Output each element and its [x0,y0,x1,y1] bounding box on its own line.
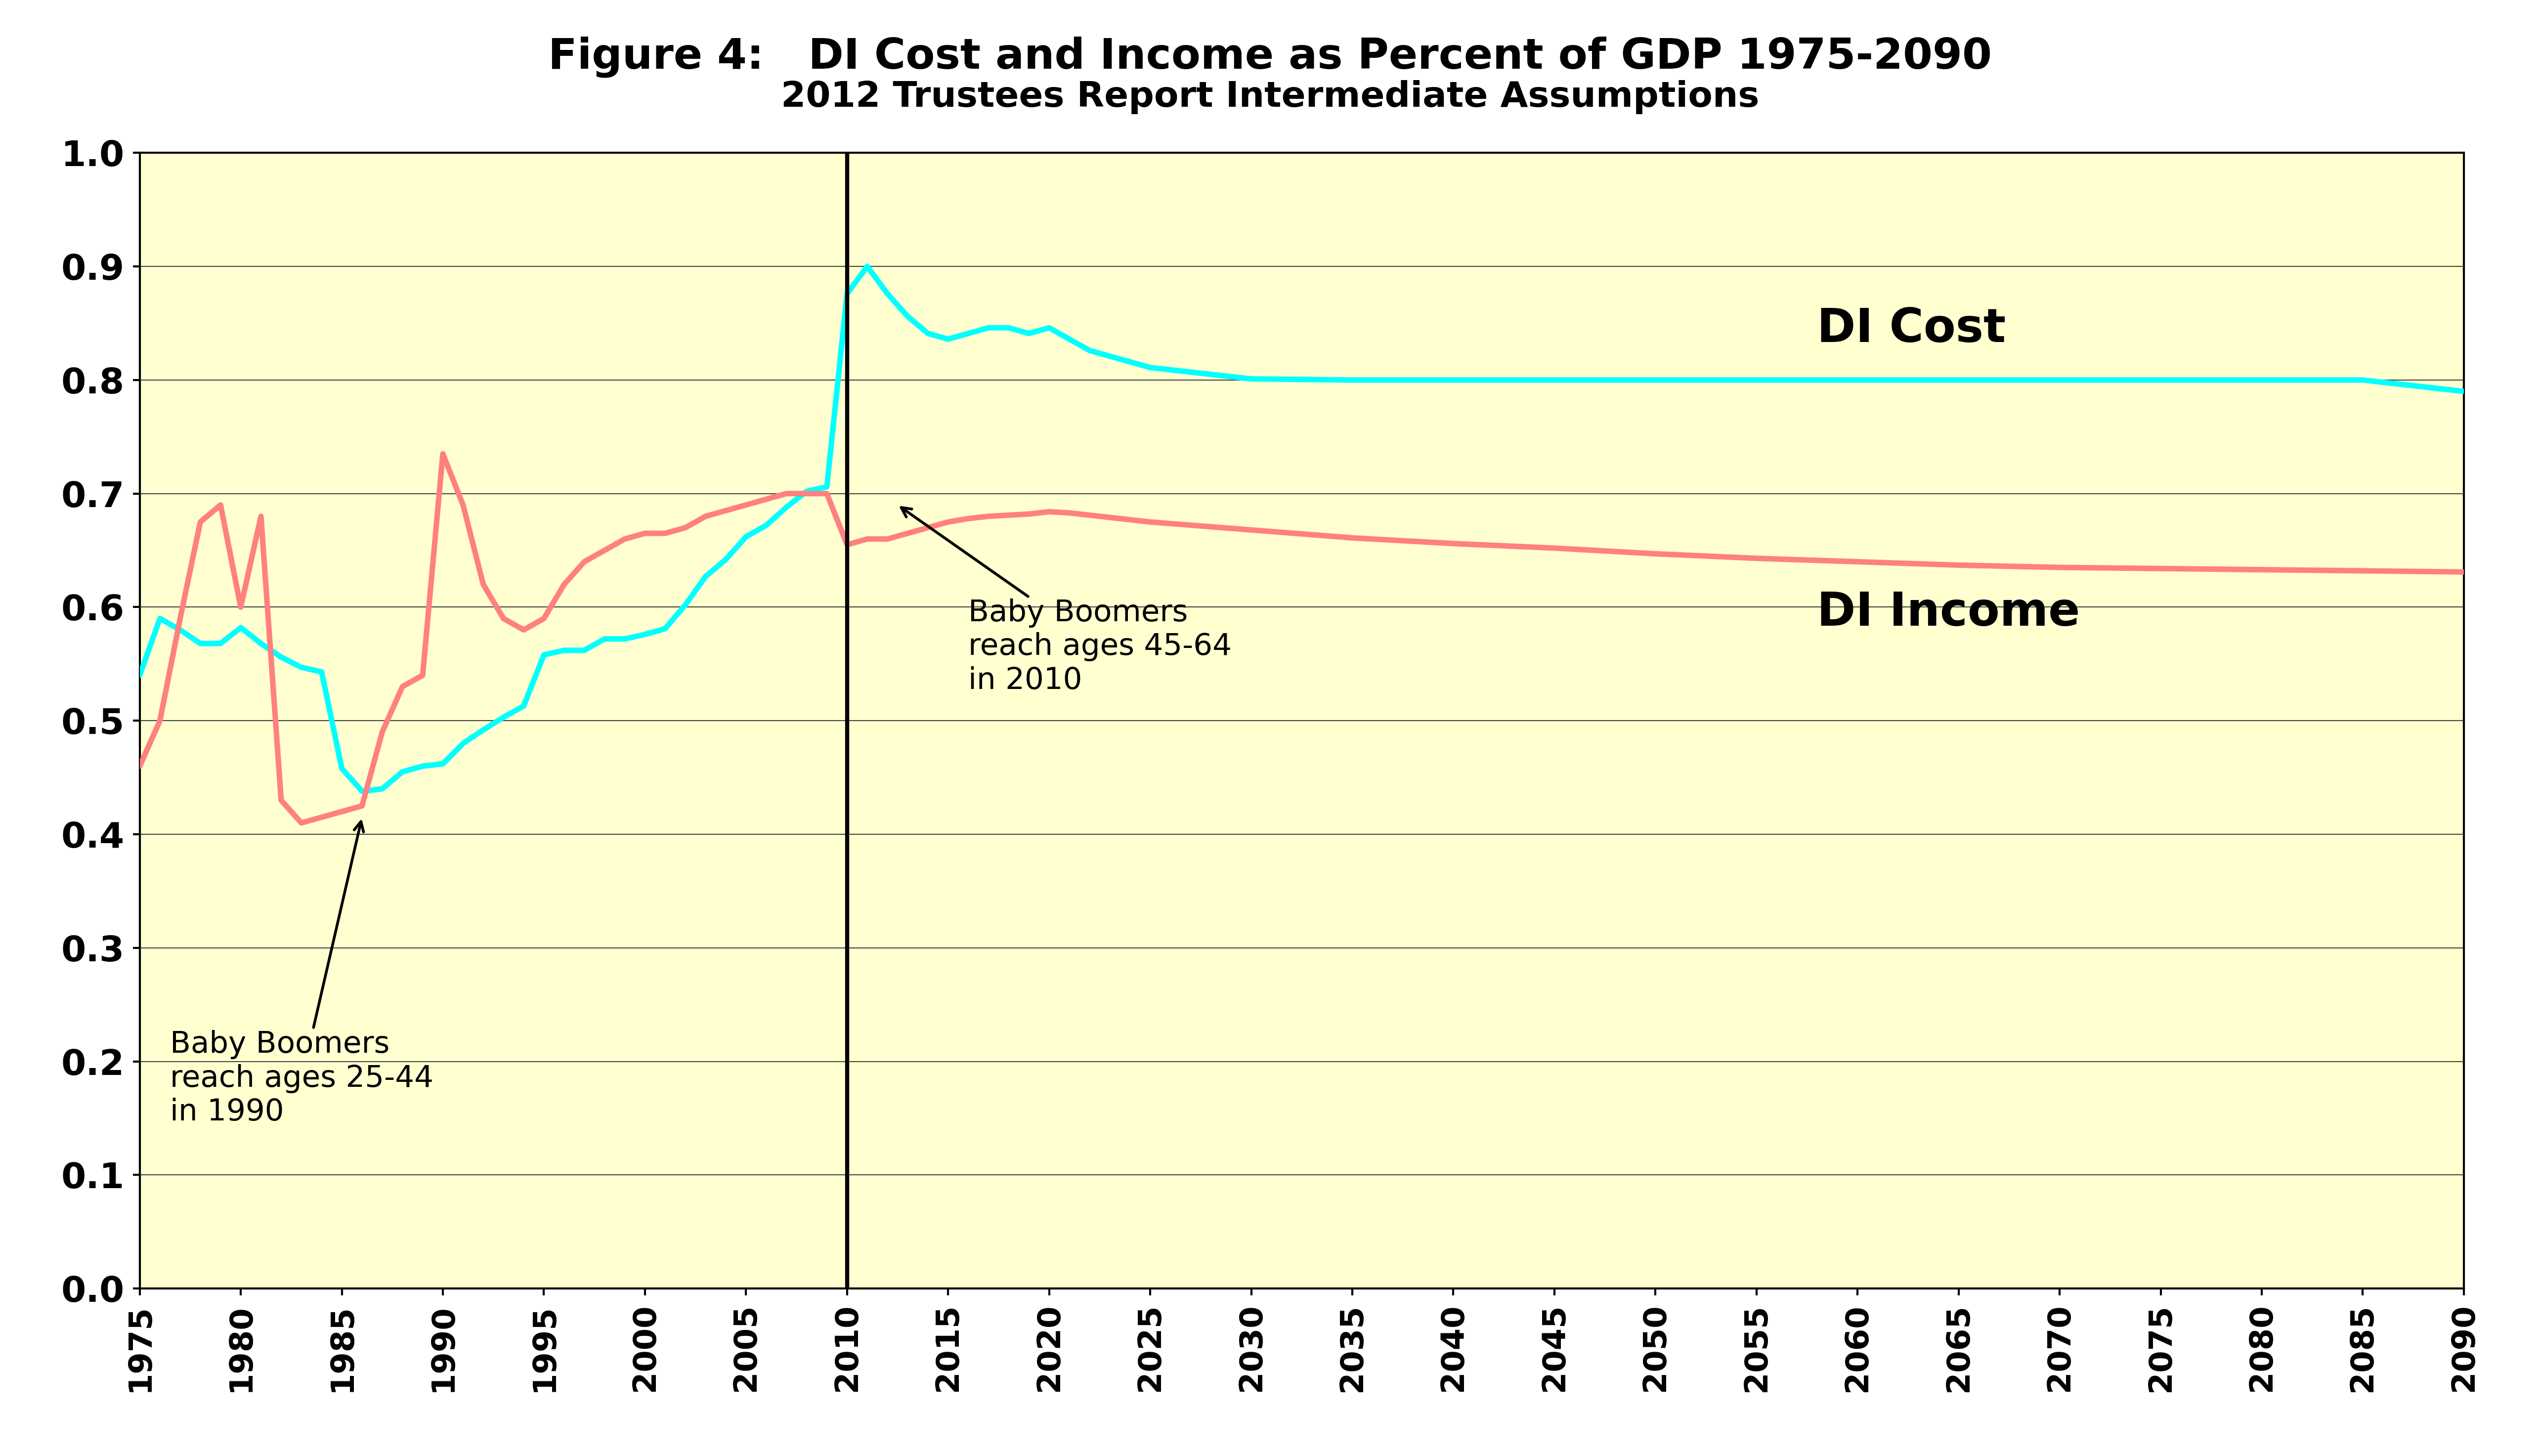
Text: DI Income: DI Income [1816,590,2080,636]
Text: Figure 4:   DI Cost and Income as Percent of GDP 1975-2090: Figure 4: DI Cost and Income as Percent … [549,36,1991,77]
Text: DI Cost: DI Cost [1816,306,2007,352]
Text: Baby Boomers
reach ages 45-64
in 2010: Baby Boomers reach ages 45-64 in 2010 [902,508,1232,695]
Text: 2012 Trustees Report Intermediate Assumptions: 2012 Trustees Report Intermediate Assump… [780,80,1760,114]
Text: Baby Boomers
reach ages 25-44
in 1990: Baby Boomers reach ages 25-44 in 1990 [170,821,434,1127]
